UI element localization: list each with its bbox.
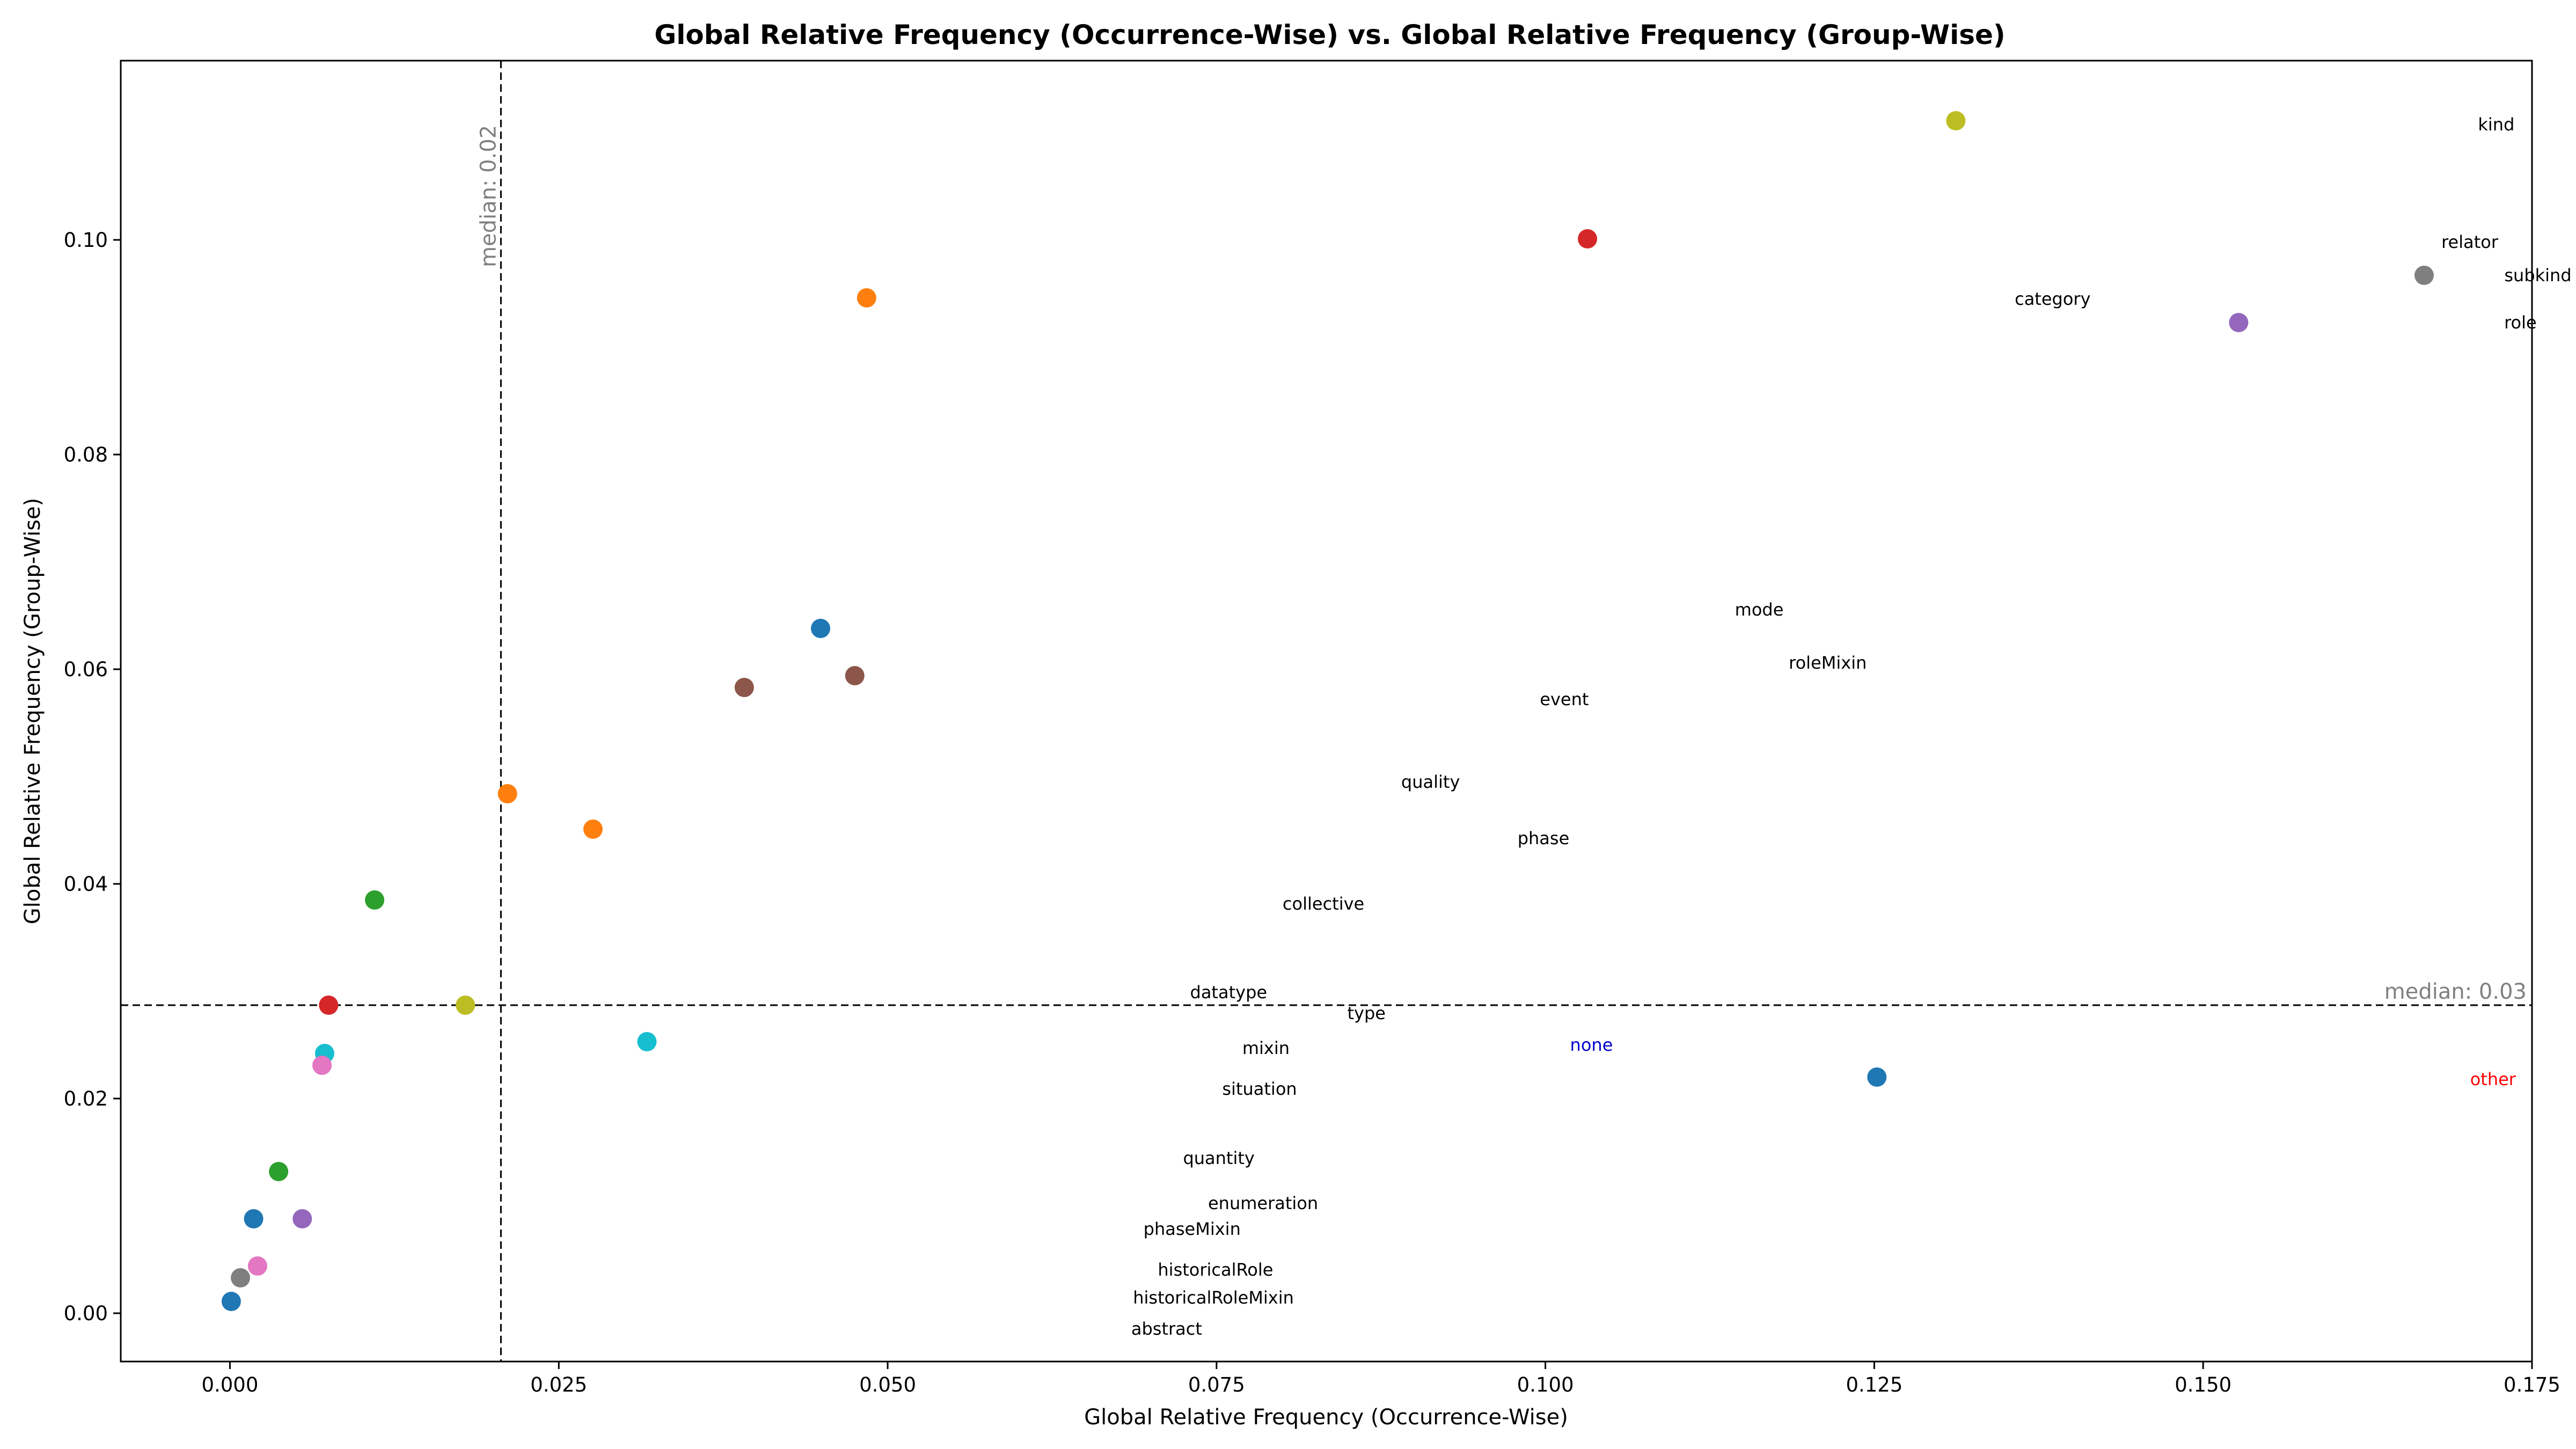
data-point: [365, 890, 385, 910]
data-point: [1578, 229, 1598, 248]
plot-frame: [120, 60, 2533, 1363]
y-tick-label: 0.04: [64, 873, 108, 896]
data-point: [2229, 313, 2249, 332]
point-label: quality: [1401, 772, 1460, 792]
data-point: [1867, 1067, 1887, 1087]
data-point: [319, 996, 339, 1015]
x-tick-label: 0.125: [1846, 1373, 1902, 1396]
x-median-label: median: 0.02: [476, 125, 501, 267]
point-label: event: [1540, 689, 1589, 709]
data-point: [456, 996, 475, 1015]
x-tick-label: 0.000: [201, 1373, 258, 1396]
data-point: [1946, 111, 1966, 130]
x-axis: 0.000 0.025 0.050 0.075 0.100 0.125 0.150 0.175: [201, 1362, 2560, 1396]
x-tick-label: 0.025: [530, 1373, 587, 1396]
x-tick-label: 0.100: [1517, 1373, 1574, 1396]
point-label: category: [2015, 289, 2090, 309]
y-tick-label: 0.08: [64, 443, 108, 466]
point-label: phase: [1518, 828, 1570, 848]
y-tick-label: 0.06: [64, 658, 108, 681]
point-label: historicalRoleMixin: [1133, 1287, 1294, 1308]
point-label: quantity: [1183, 1148, 1254, 1168]
data-point: [231, 1268, 251, 1287]
point-label: role: [2504, 312, 2537, 333]
point-label: mixin: [1242, 1038, 1290, 1058]
point-label: roleMixin: [1789, 653, 1867, 673]
point-label: other: [2470, 1069, 2516, 1089]
median-lines: median: 0.02 median: 0.03: [121, 61, 2532, 1362]
y-axis: 0.00 0.02 0.04 0.06 0.08 0.10: [64, 229, 121, 1325]
point-label: type: [1347, 1003, 1385, 1023]
point-label: relator: [2441, 232, 2499, 252]
data-point: [811, 619, 831, 638]
data-point: [244, 1209, 264, 1228]
x-tick-label: 0.150: [2175, 1373, 2231, 1396]
x-tick-label: 0.050: [859, 1373, 916, 1396]
data-points: [221, 111, 2434, 1311]
y-tick-label: 0.10: [64, 229, 108, 252]
data-point: [292, 1209, 312, 1228]
chart-title: Global Relative Frequency (Occurrence-Wi…: [654, 19, 2006, 50]
point-label: mode: [1735, 599, 1784, 620]
data-point: [845, 666, 865, 685]
x-axis-label: Global Relative Frequency (Occurrence-Wi…: [1084, 1405, 1568, 1430]
data-point: [637, 1032, 657, 1051]
data-point: [734, 678, 754, 697]
point-label: none: [1570, 1035, 1613, 1055]
x-tick-label: 0.175: [2504, 1373, 2560, 1396]
data-point: [247, 1256, 267, 1276]
y-tick-label: 0.00: [64, 1302, 108, 1325]
point-label: situation: [1222, 1079, 1297, 1099]
y-tick-label: 0.02: [64, 1087, 108, 1110]
point-label: abstract: [1131, 1319, 1202, 1339]
data-point: [497, 784, 517, 803]
data-point: [583, 819, 603, 839]
y-axis-label: Global Relative Frequency (Group-Wise): [20, 498, 45, 925]
data-point: [857, 288, 876, 308]
y-median-label: median: 0.03: [2384, 979, 2527, 1004]
data-point: [2414, 266, 2434, 285]
point-label: subkind: [2504, 265, 2571, 286]
x-tick-label: 0.075: [1188, 1373, 1245, 1396]
data-point: [269, 1162, 289, 1181]
point-label: enumeration: [1208, 1193, 1318, 1213]
point-label: collective: [1283, 894, 1364, 914]
point-label: datatype: [1190, 982, 1268, 1002]
data-point: [312, 1056, 332, 1075]
point-label: historicalRole: [1158, 1260, 1273, 1280]
point-label: phaseMixin: [1144, 1219, 1241, 1239]
data-point: [221, 1292, 241, 1311]
point-label: kind: [2478, 114, 2514, 135]
